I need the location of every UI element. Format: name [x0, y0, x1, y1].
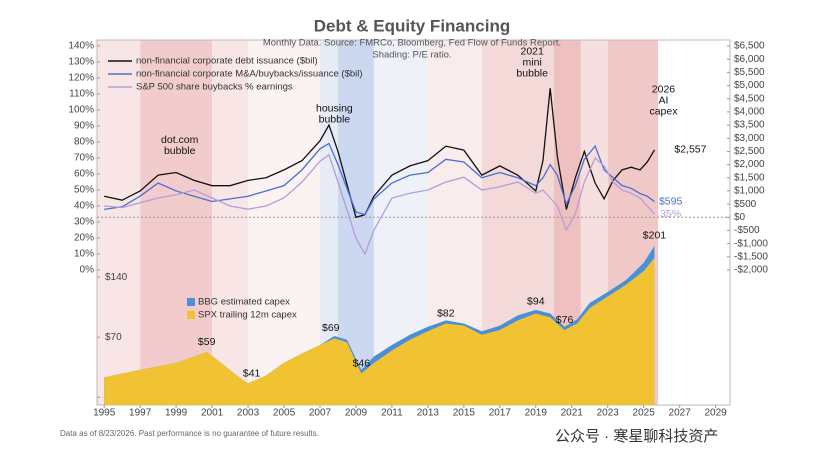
y2-tick-label: $500: [734, 199, 757, 210]
annotation: bubble: [516, 67, 548, 79]
annotation: $46: [353, 357, 371, 369]
annotation: mini: [523, 56, 542, 68]
legend-label: non-financial corporate debt issuance ($…: [136, 56, 318, 67]
y-tick-label: 10%: [74, 249, 94, 260]
x-tick-label: 2003: [237, 408, 260, 419]
y2-tick-label: $3,000: [734, 133, 765, 144]
footnote: Data as of 8/23/2026. Past performance i…: [60, 429, 319, 438]
annotation: $76: [556, 314, 574, 326]
y-tick-label: 30%: [74, 217, 94, 228]
legend-label: SPX trailing 12m capex: [198, 310, 297, 321]
y-tick-label: 60%: [74, 169, 94, 180]
pe-shading: [97, 40, 141, 405]
annotation: bubble: [164, 145, 196, 157]
y2-tick-label: $2,000: [734, 159, 765, 170]
y2-tick-label: $0: [734, 212, 746, 223]
annotation: housing: [316, 103, 353, 115]
x-tick-label: 2023: [597, 408, 620, 419]
y-tick-label: $140: [105, 272, 128, 283]
watermark: 公众号 · 寒星聊科技资产: [555, 427, 718, 445]
annotation: bubble: [319, 114, 351, 126]
annotation: $69: [322, 322, 340, 334]
y-tick-label: 50%: [74, 185, 94, 196]
annotation: $2,557: [674, 144, 706, 156]
y2-tick-label: -$1,500: [734, 251, 768, 262]
chart-subtitle: Monthly Data. Source: FMRCo, Bloomberg, …: [263, 38, 561, 49]
annotation: capex: [649, 106, 678, 118]
annotation: 35%: [660, 208, 681, 220]
annotation: $41: [243, 367, 261, 379]
y2-tick-label: -$2,000: [734, 265, 768, 276]
pe-shading: [248, 40, 320, 405]
y2-tick-label: $6,500: [734, 41, 765, 52]
series-line: [104, 88, 656, 219]
x-tick-label: 2025: [633, 408, 656, 419]
x-tick-label: 2001: [201, 408, 224, 419]
legend-swatch: [187, 298, 195, 306]
y2-tick-label: $5,000: [734, 80, 765, 91]
annotation: $82: [437, 307, 455, 319]
chart-subtitle: Shading: P/E ratio.: [372, 50, 451, 61]
legend-swatch: [187, 311, 195, 319]
x-tick-label: 2013: [417, 408, 440, 419]
chart-title: Debt & Equity Financing: [314, 16, 510, 35]
y-tick-label: 120%: [68, 73, 94, 84]
y-tick-label: 100%: [68, 105, 94, 116]
x-tick-label: 2011: [381, 408, 403, 419]
annotation: dot.com: [161, 134, 199, 146]
annotation: $595: [659, 195, 683, 207]
y2-tick-label: $5,500: [734, 67, 765, 78]
y-tick-label: 0%: [80, 265, 95, 276]
y-tick-label: 110%: [69, 89, 94, 100]
legend-label: S&P 500 share buybacks % earnings: [136, 82, 293, 93]
x-tick-label: 2027: [669, 408, 692, 419]
legend-label: BBG estimated capex: [198, 297, 290, 308]
y2-tick-label: $6,000: [734, 54, 765, 65]
annotation: AI: [659, 95, 669, 107]
annotation: $201: [643, 230, 667, 242]
y-tick-label: 140%: [68, 41, 94, 52]
series-line: [104, 153, 655, 256]
annotation: $59: [198, 336, 216, 348]
y2-tick-label: $1,000: [734, 186, 765, 197]
annotation: $94: [527, 295, 545, 307]
pe-shading: [319, 40, 338, 405]
y-tick-label: 20%: [74, 233, 94, 244]
y-tick-label: 90%: [74, 121, 94, 132]
x-tick-label: 1997: [129, 408, 152, 419]
y-tick-label: 80%: [74, 137, 94, 148]
y2-tick-label: $2,500: [734, 146, 765, 157]
y-tick-label: $70: [105, 332, 122, 343]
x-tick-label: 2009: [345, 408, 368, 419]
x-tick-label: 2007: [309, 408, 332, 419]
y2-tick-label: $4,500: [734, 93, 765, 104]
x-tick-label: 2019: [525, 408, 548, 419]
y2-tick-label: -$500: [734, 225, 760, 236]
pe-shading: [212, 40, 249, 405]
x-tick-label: 2015: [453, 408, 476, 419]
y2-tick-label: $1,500: [734, 172, 765, 183]
legend-label: non-financial corporate M&A/buybacks/iss…: [136, 69, 363, 80]
pe-shading: [140, 40, 213, 405]
series-line: [104, 142, 655, 216]
x-tick-label: 1999: [165, 408, 188, 419]
y2-tick-label: -$1,000: [734, 238, 768, 249]
capex-area: [104, 257, 655, 405]
y-tick-label: 40%: [74, 201, 94, 212]
y2-tick-label: $3,500: [734, 120, 765, 131]
annotation: 2021: [521, 45, 545, 57]
x-tick-label: 1995: [93, 408, 116, 419]
y2-tick-label: $4,000: [734, 107, 765, 118]
y-tick-label: 70%: [74, 153, 94, 164]
annotation: 2026: [652, 84, 676, 96]
y-tick-label: 130%: [68, 57, 94, 68]
x-tick-label: 2005: [273, 408, 296, 419]
x-tick-label: 2017: [489, 408, 512, 419]
x-tick-label: 2021: [561, 408, 584, 419]
x-tick-label: 2029: [704, 408, 727, 419]
